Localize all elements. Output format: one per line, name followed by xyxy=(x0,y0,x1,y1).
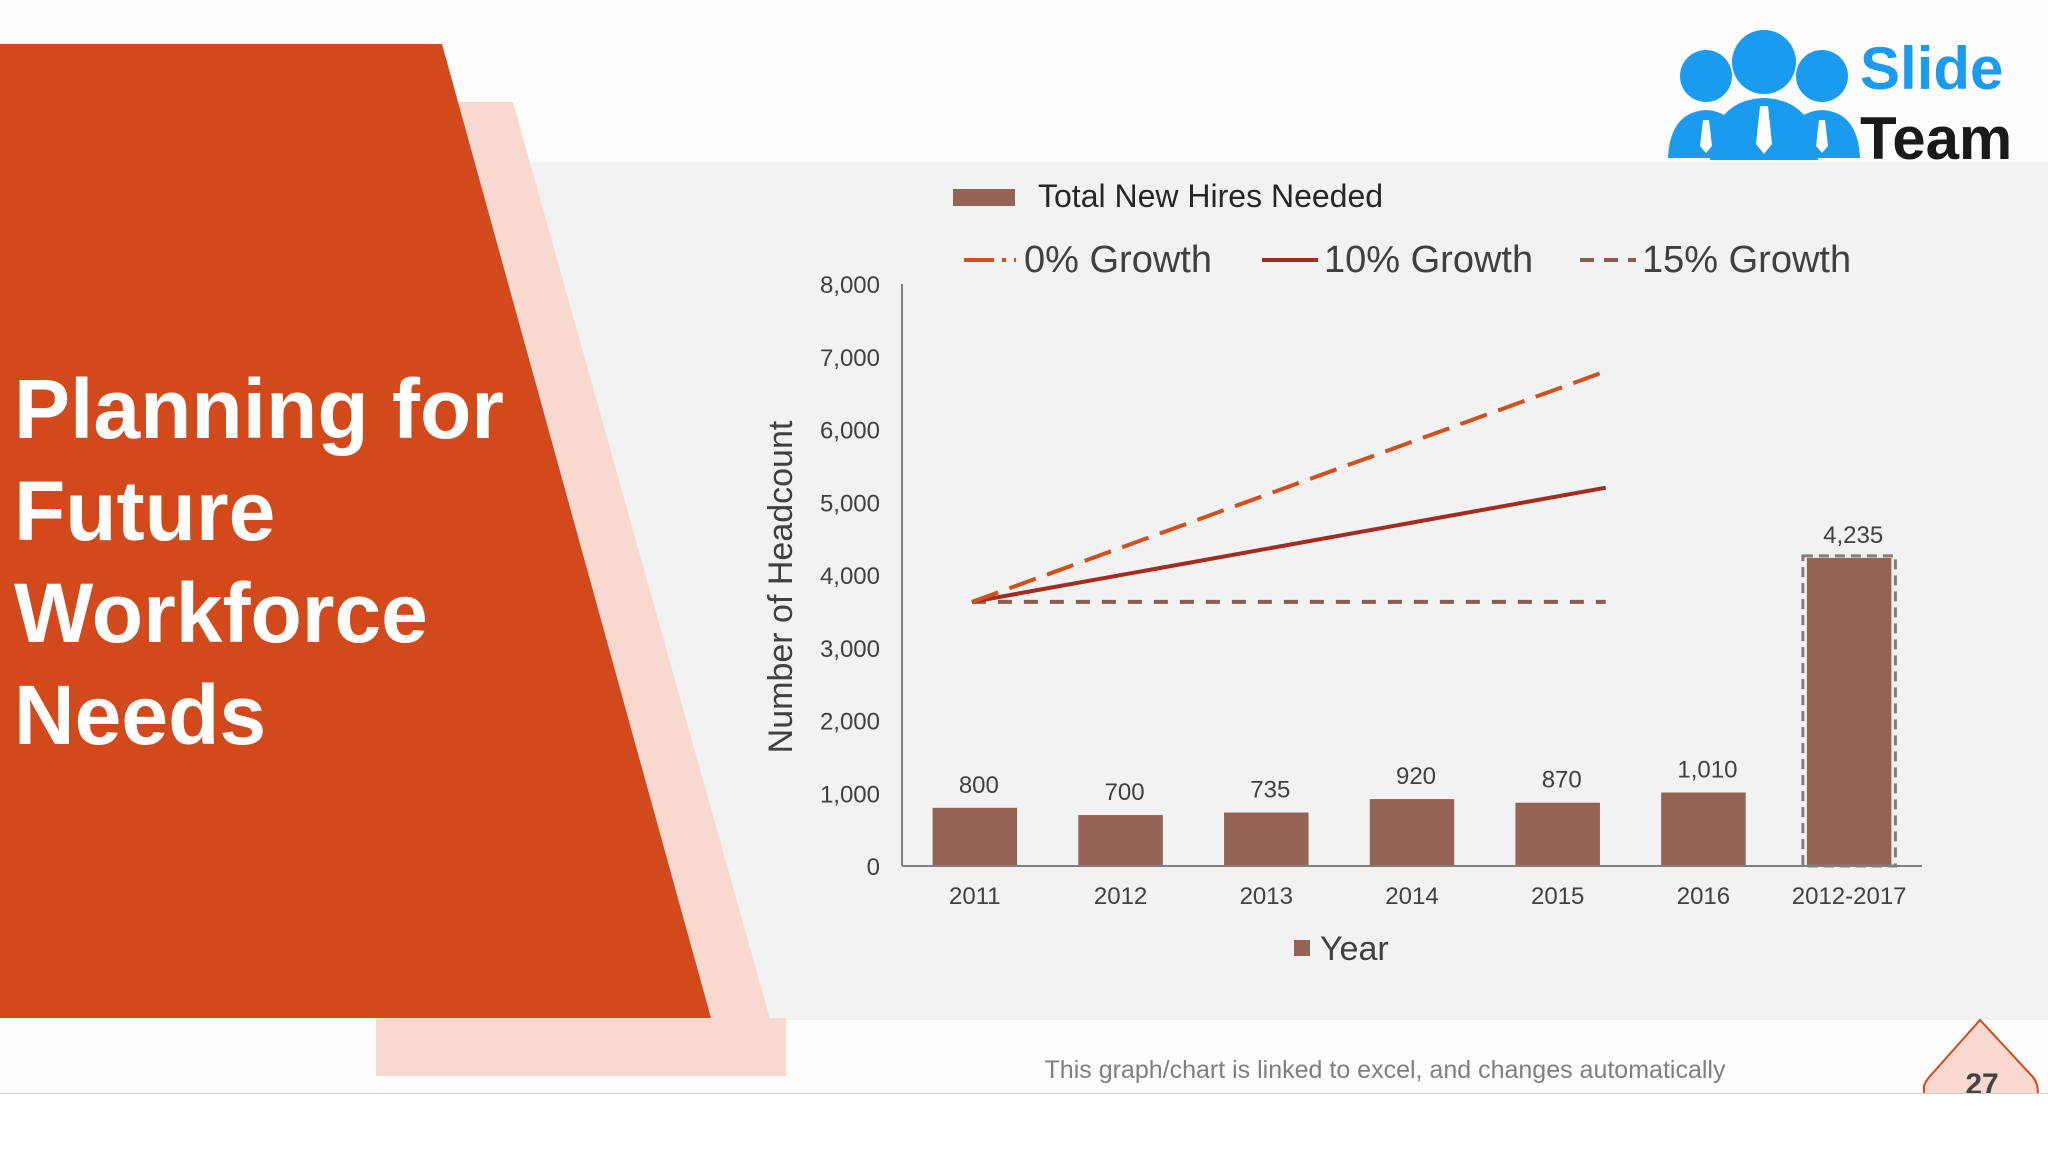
title-shape xyxy=(0,44,711,1018)
y-tick-label: 6,000 xyxy=(820,418,880,445)
slide: Planning for Future Workforce Needs Slid… xyxy=(0,26,2048,1094)
bar-data-label: 920 xyxy=(1396,763,1436,790)
legend-swatch-total-new-hires xyxy=(953,189,1015,206)
legend-label-10-growth: 10% Growth xyxy=(1324,239,1533,281)
title-line-4: Needs xyxy=(14,668,267,762)
y-tick-label: 1,000 xyxy=(820,781,880,808)
bar xyxy=(1806,557,1892,866)
x-tick-label: 2015 xyxy=(1531,883,1584,910)
y-tick-label: 3,000 xyxy=(820,636,880,663)
slideteam-logo: Slide Team xyxy=(1664,26,2024,172)
chart-legend: Total New Hires Needed 0% Growth 10% Gro… xyxy=(953,178,1851,281)
y-tick-label: 2,000 xyxy=(820,709,880,736)
page-number-badge xyxy=(1923,1018,2040,1094)
title-line-1: Planning for xyxy=(14,362,504,456)
bar-data-label: 700 xyxy=(1105,779,1145,806)
headcount-chart: Total New Hires Needed 0% Growth 10% Gro… xyxy=(762,178,1922,968)
y-tick-label: 7,000 xyxy=(820,345,880,372)
y-axis-ticks: 0 1,000 2,000 3,000 4,000 5,000 6,000 7,000 8,00… xyxy=(820,272,880,881)
bar xyxy=(1661,792,1746,866)
growth-line xyxy=(971,485,1607,604)
growth-lines xyxy=(971,369,1607,604)
y-axis-title: Number of Headcount xyxy=(762,420,800,753)
bar xyxy=(1224,812,1309,866)
x-tick-label: 2012 xyxy=(1094,883,1147,910)
title-line-3: Workforce xyxy=(14,566,428,660)
bar xyxy=(1515,802,1600,866)
bar-data-label: 800 xyxy=(959,772,999,799)
x-tick-label: 2014 xyxy=(1385,883,1438,910)
logo-word-slide: Slide xyxy=(1860,35,2004,102)
legend-label-15-growth: 15% Growth xyxy=(1642,239,1851,281)
slide-title: Planning for Future Workforce Needs xyxy=(14,358,534,766)
bar-data-label: 735 xyxy=(1250,777,1290,804)
page-number: 27 xyxy=(1965,1068,1999,1094)
x-tick-label: 2011 xyxy=(949,883,1001,910)
footer-note: This graph/chart is linked to excel, and… xyxy=(1044,1056,1726,1084)
bar xyxy=(1078,815,1163,866)
bar-data-label: 1,010 xyxy=(1677,757,1737,784)
bar-data-labels: 800 700 735 920 870 1,010 4,235 xyxy=(959,522,1883,806)
title-shadow-base xyxy=(376,1018,786,1076)
bar-data-label: 4,235 xyxy=(1823,522,1883,549)
x-tick-label: 2016 xyxy=(1677,883,1730,910)
bar-data-label: 870 xyxy=(1542,767,1582,794)
y-tick-label: 0 xyxy=(867,854,880,881)
x-tick-label: 2013 xyxy=(1240,883,1293,910)
y-tick-label: 4,000 xyxy=(820,563,880,590)
x-axis-ticks: 2011 2012 2013 2014 2015 2016 2012-2017 xyxy=(949,883,1906,910)
x-tick-label: 2012-2017 xyxy=(1792,883,1907,910)
y-tick-label: 5,000 xyxy=(820,490,880,517)
bar xyxy=(932,807,1018,866)
x-axis-title-marker xyxy=(1294,940,1310,956)
logo-word-team: Team xyxy=(1860,105,2013,172)
x-axis-title: Year xyxy=(1320,930,1389,968)
viewer-background xyxy=(0,1094,2048,1152)
growth-line xyxy=(971,369,1607,604)
title-decoration xyxy=(0,44,786,1076)
y-tick-label: 8,000 xyxy=(820,272,880,299)
bar xyxy=(1369,799,1455,866)
footer-divider xyxy=(0,1093,2048,1094)
title-line-2: Future xyxy=(14,464,276,558)
people-logo-icon xyxy=(1668,30,1860,160)
legend-label-0-growth: 0% Growth xyxy=(1024,239,1212,281)
legend-label-total-new-hires: Total New Hires Needed xyxy=(1038,178,1383,214)
